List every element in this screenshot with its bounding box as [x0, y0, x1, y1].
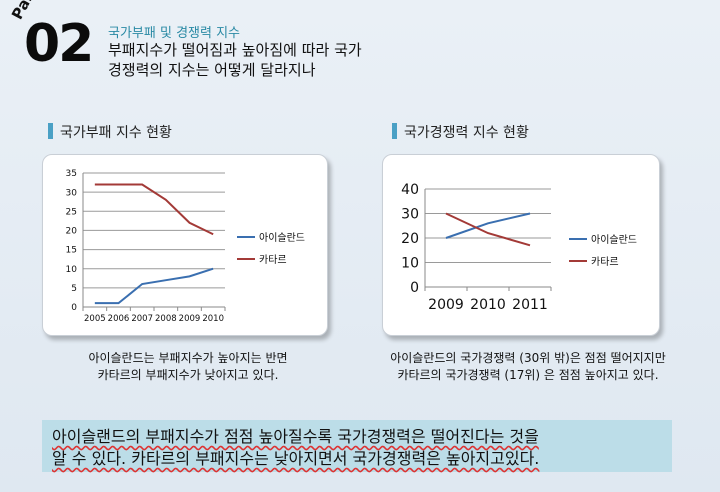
series-line-iceland [445, 212, 531, 239]
part-number: 02 [24, 14, 94, 74]
y-tick-label: 15 [66, 246, 77, 256]
slide-title-line-1: 부패지수가 떨어짐과 높아짐에 따라 국가 [108, 41, 362, 59]
competitiveness-caption-line-2: 카타르의 국가경쟁력 (17위) 은 점점 높아지고 있다. [397, 368, 659, 382]
y-tick-label: 30 [401, 206, 419, 222]
x-tick-label: 2011 [512, 297, 548, 313]
legend-label: 카타르 [591, 256, 619, 268]
summary-line-2: 알 수 있다. 카타르의 부패지수는 낮아지면서 국가경쟁력은 높아지고있다. [52, 449, 540, 468]
series-line-qatar [94, 183, 214, 236]
x-tick-label: 2010 [470, 297, 506, 313]
x-tick-label: 2007 [131, 314, 153, 324]
corruption-caption-line-1: 아이슬란드는 부패지수가 높아지는 반면 [88, 351, 288, 365]
series-line-iceland [94, 267, 214, 305]
y-tick-label: 20 [66, 227, 78, 237]
y-tick-label: 20 [401, 231, 419, 247]
legend-label: 카타르 [259, 254, 287, 266]
series-line-qatar [445, 212, 531, 247]
x-tick-label: 2009 [428, 297, 464, 313]
competitiveness-caption: 아이슬란드의 국가경쟁력 (30위 밖)은 점점 떨어지지만 카타르의 국가경쟁… [356, 350, 700, 384]
y-tick-label: 0 [71, 303, 77, 313]
competitiveness-section-title: 국가경쟁력 지수 현황 [392, 122, 529, 142]
y-tick-label: 35 [66, 169, 77, 179]
corruption-chart: 0 5 10 15 20 25 30 35 2005 2006 2007 2008 2009 2010 아이… [42, 154, 328, 336]
x-tick-label: 2006 [108, 314, 130, 324]
y-tick-label: 30 [66, 188, 78, 198]
x-tick-label: 2009 [179, 314, 201, 324]
y-tick-label: 10 [66, 265, 78, 275]
corruption-caption: 아이슬란드는 부패지수가 높아지는 반면 카타르의 부패지수가 낮아지고 있다. [42, 350, 334, 384]
legend-label: 아이슬란드 [259, 232, 305, 244]
y-tick-label: 10 [401, 255, 419, 271]
legend-label: 아이슬란드 [591, 234, 637, 246]
x-tick-label: 2005 [84, 314, 106, 324]
y-tick-label: 40 [401, 182, 419, 198]
y-tick-label: 0 [410, 280, 419, 296]
x-tick-label: 2008 [155, 314, 177, 324]
corruption-chart-svg: 0 5 10 15 20 25 30 35 2005 2006 2007 2008 2009 2010 아이… [66, 169, 305, 324]
summary-line-1: 아이슬랜드의 부패지수가 점점 높아질수록 국가경쟁력은 떨어진다는 것을 [52, 427, 539, 446]
slide-title: 부패지수가 떨어짐과 높아짐에 따라 국가 경쟁력의 지수는 어떻게 달라지나 [108, 40, 528, 80]
summary-box: 아이슬랜드의 부패지수가 점점 높아질수록 국가경쟁력은 떨어진다는 것을 알 … [42, 420, 672, 472]
slide-subtitle: 국가부패 및 경쟁력 지수 [108, 26, 240, 41]
x-tick-label: 2010 [202, 314, 224, 324]
y-tick-label: 25 [66, 207, 77, 217]
corruption-caption-line-2: 카타르의 부패지수가 낮아지고 있다. [97, 368, 279, 382]
slide-title-line-2: 경쟁력의 지수는 어떻게 달라지나 [108, 61, 316, 79]
competitiveness-caption-line-1: 아이슬란드의 국가경쟁력 (30위 밖)은 점점 떨어지지만 [390, 351, 666, 365]
corruption-section-title: 국가부패 지수 현황 [48, 122, 172, 142]
y-tick-label: 5 [71, 284, 77, 294]
